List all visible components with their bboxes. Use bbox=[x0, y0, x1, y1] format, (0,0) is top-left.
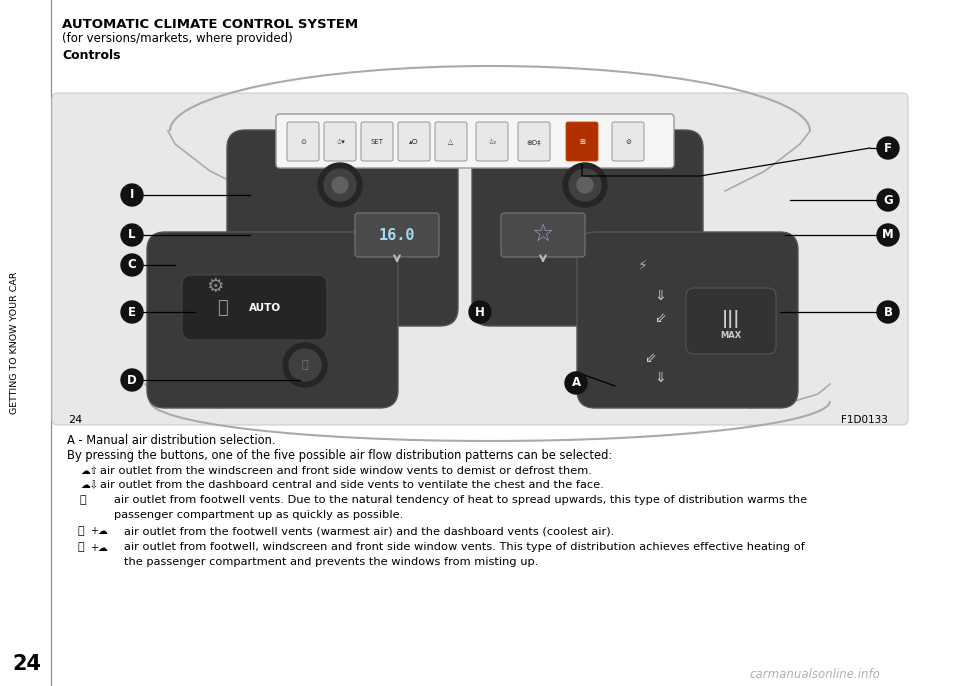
Text: ▴ⵔ: ▴ⵔ bbox=[409, 139, 419, 145]
Text: C: C bbox=[128, 259, 136, 272]
Text: 🚗: 🚗 bbox=[301, 360, 308, 370]
Circle shape bbox=[877, 301, 899, 323]
Text: ⇓: ⇓ bbox=[654, 289, 666, 303]
FancyBboxPatch shape bbox=[435, 122, 467, 161]
FancyBboxPatch shape bbox=[566, 122, 598, 161]
FancyBboxPatch shape bbox=[398, 122, 430, 161]
Text: ⊙: ⊙ bbox=[300, 139, 306, 145]
Text: SET: SET bbox=[371, 139, 383, 145]
Circle shape bbox=[121, 254, 143, 276]
Circle shape bbox=[332, 177, 348, 193]
Text: ☆: ☆ bbox=[532, 223, 554, 247]
Text: air outlet from the windscreen and front side window vents to demist or defrost : air outlet from the windscreen and front… bbox=[100, 466, 592, 476]
Text: 24: 24 bbox=[68, 415, 83, 425]
FancyBboxPatch shape bbox=[147, 232, 398, 408]
Text: |||: ||| bbox=[722, 310, 740, 328]
Text: ⇓: ⇓ bbox=[654, 371, 666, 385]
Text: MAX: MAX bbox=[720, 331, 742, 340]
Text: ☁⇩: ☁⇩ bbox=[80, 480, 98, 490]
FancyBboxPatch shape bbox=[518, 122, 550, 161]
FancyBboxPatch shape bbox=[276, 114, 674, 168]
Circle shape bbox=[877, 189, 899, 211]
Text: GETTING TO KNOW YOUR CAR: GETTING TO KNOW YOUR CAR bbox=[11, 272, 19, 414]
Text: the passenger compartment and prevents the windows from misting up.: the passenger compartment and prevents t… bbox=[124, 557, 539, 567]
Text: A: A bbox=[571, 377, 581, 390]
Circle shape bbox=[318, 163, 362, 207]
Circle shape bbox=[121, 184, 143, 206]
Circle shape bbox=[324, 169, 356, 201]
Text: B: B bbox=[883, 305, 893, 318]
Text: ⊞: ⊞ bbox=[579, 139, 585, 145]
Circle shape bbox=[289, 349, 321, 381]
FancyBboxPatch shape bbox=[227, 130, 458, 326]
Circle shape bbox=[563, 163, 607, 207]
Text: ⇙: ⇙ bbox=[654, 311, 666, 325]
Circle shape bbox=[121, 369, 143, 391]
Text: 16.0: 16.0 bbox=[379, 228, 416, 242]
Text: air outlet from the footwell vents (warmest air) and the dashboard vents (cooles: air outlet from the footwell vents (warm… bbox=[124, 526, 614, 536]
Text: By pressing the buttons, one of the five possible air flow distribution patterns: By pressing the buttons, one of the five… bbox=[67, 449, 612, 462]
Text: F1D0133: F1D0133 bbox=[841, 415, 888, 425]
Text: F: F bbox=[884, 141, 892, 154]
Text: AUTOMATIC CLIMATE CONTROL SYSTEM: AUTOMATIC CLIMATE CONTROL SYSTEM bbox=[62, 18, 358, 31]
Circle shape bbox=[877, 224, 899, 246]
Bar bbox=[0, 0, 52, 686]
Text: L: L bbox=[129, 228, 135, 241]
FancyBboxPatch shape bbox=[182, 275, 327, 340]
Text: ⊕D‡: ⊕D‡ bbox=[527, 139, 541, 145]
Text: ☃₂: ☃₂ bbox=[488, 139, 496, 145]
Text: air outlet from the dashboard central and side vents to ventilate the chest and : air outlet from the dashboard central an… bbox=[100, 480, 604, 490]
Circle shape bbox=[877, 137, 899, 159]
Circle shape bbox=[565, 372, 587, 394]
Text: air outlet from footwell vents. Due to the natural tendency of heat to spread up: air outlet from footwell vents. Due to t… bbox=[114, 495, 807, 505]
Text: G: G bbox=[883, 193, 893, 206]
Circle shape bbox=[577, 177, 593, 193]
Text: D: D bbox=[127, 373, 137, 386]
Text: I: I bbox=[130, 189, 134, 202]
Circle shape bbox=[569, 169, 601, 201]
Text: ⏻: ⏻ bbox=[217, 299, 228, 317]
FancyBboxPatch shape bbox=[361, 122, 393, 161]
Text: 24: 24 bbox=[12, 654, 41, 674]
FancyBboxPatch shape bbox=[476, 122, 508, 161]
Text: ☃▾: ☃▾ bbox=[335, 139, 345, 145]
Text: passenger compartment up as quickly as possible.: passenger compartment up as quickly as p… bbox=[114, 510, 403, 519]
FancyBboxPatch shape bbox=[287, 122, 319, 161]
Text: ⤷: ⤷ bbox=[78, 543, 84, 552]
Text: ⚙: ⚙ bbox=[206, 276, 224, 296]
Text: +☁: +☁ bbox=[90, 543, 108, 552]
FancyBboxPatch shape bbox=[686, 288, 776, 354]
Text: △: △ bbox=[448, 139, 454, 145]
Text: ⚡: ⚡ bbox=[638, 259, 648, 273]
Text: E: E bbox=[128, 305, 136, 318]
Text: carmanualsonline.info: carmanualsonline.info bbox=[749, 667, 880, 681]
FancyBboxPatch shape bbox=[577, 232, 798, 408]
Text: ⤷: ⤷ bbox=[80, 495, 86, 505]
FancyBboxPatch shape bbox=[612, 122, 644, 161]
Text: M: M bbox=[882, 228, 894, 241]
FancyBboxPatch shape bbox=[501, 213, 585, 257]
Text: A - Manual air distribution selection.: A - Manual air distribution selection. bbox=[67, 434, 276, 447]
Text: AUTO: AUTO bbox=[249, 303, 281, 313]
Text: ⇙: ⇙ bbox=[644, 351, 656, 365]
Circle shape bbox=[121, 224, 143, 246]
Text: Controls: Controls bbox=[62, 49, 121, 62]
Circle shape bbox=[283, 343, 327, 387]
Text: H: H bbox=[475, 305, 485, 318]
FancyBboxPatch shape bbox=[472, 130, 703, 326]
Text: ☁⇧: ☁⇧ bbox=[80, 466, 98, 476]
Text: ⤷: ⤷ bbox=[78, 526, 84, 536]
FancyBboxPatch shape bbox=[355, 213, 439, 257]
Text: ⊘: ⊘ bbox=[625, 139, 631, 145]
FancyBboxPatch shape bbox=[52, 93, 908, 425]
Text: +☁: +☁ bbox=[90, 526, 108, 536]
Circle shape bbox=[121, 301, 143, 323]
Circle shape bbox=[469, 301, 491, 323]
FancyBboxPatch shape bbox=[324, 122, 356, 161]
Text: (for versions/markets, where provided): (for versions/markets, where provided) bbox=[62, 32, 293, 45]
Text: air outlet from footwell, windscreen and front side window vents. This type of d: air outlet from footwell, windscreen and… bbox=[124, 543, 804, 552]
